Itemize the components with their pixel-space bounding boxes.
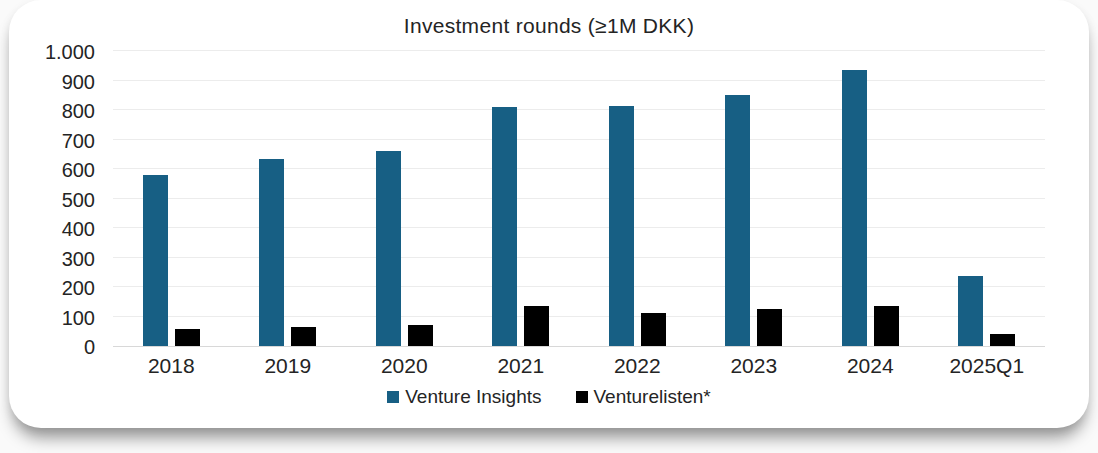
y-tick-label: 100 <box>62 306 95 330</box>
venture-insights-bar <box>492 107 517 346</box>
x-tick-label: 2025Q1 <box>929 353 1046 379</box>
y-tick-label: 700 <box>62 129 95 153</box>
x-tick-label: 2021 <box>463 353 580 379</box>
x-tick-label: 2019 <box>230 353 347 379</box>
venturelisten-bar <box>641 313 666 346</box>
venturelisten-bar <box>291 327 316 347</box>
bar-group <box>346 52 463 346</box>
venturelisten-bar <box>757 309 782 346</box>
y-tick-label: 0 <box>84 335 95 359</box>
venturelisten-bar <box>408 325 433 346</box>
legend-swatch <box>576 391 588 403</box>
chart-card: Investment rounds (≥1M DKK) 0 100 200 300 40… <box>9 0 1089 428</box>
legend-label: Venture Insights <box>405 386 541 408</box>
venture-insights-bar <box>609 106 634 346</box>
bar-group <box>230 52 347 346</box>
gridline <box>113 50 1045 51</box>
bar-group <box>579 52 696 346</box>
y-tick-label: 1.000 <box>45 40 95 64</box>
x-tick-label: 2018 <box>113 353 230 379</box>
venturelisten-bar <box>874 306 899 346</box>
legend-label: Venturelisten* <box>594 386 711 408</box>
chart-title: Investment rounds (≥1M DKK) <box>9 14 1089 38</box>
x-tick-label: 2020 <box>346 353 463 379</box>
bar-groups <box>113 52 1045 346</box>
x-axis: 20182019202020212022202320242025Q1 <box>113 353 1045 379</box>
venture-insights-bar <box>376 151 401 346</box>
venturelisten-bar <box>524 306 549 346</box>
bar-group <box>463 52 580 346</box>
y-tick-label: 900 <box>62 70 95 94</box>
x-tick-label: 2023 <box>696 353 813 379</box>
page: Investment rounds (≥1M DKK) 0 100 200 300 40… <box>0 0 1098 453</box>
x-tick-label: 2024 <box>812 353 929 379</box>
legend-item: Venture Insights <box>387 386 541 408</box>
y-tick-label: 500 <box>62 188 95 212</box>
legend-item: Venturelisten* <box>576 386 711 408</box>
venture-insights-bar <box>143 175 168 346</box>
y-tick-label: 600 <box>62 158 95 182</box>
bar-group <box>113 52 230 346</box>
bar-group <box>696 52 813 346</box>
venturelisten-bar <box>990 334 1015 346</box>
legend-swatch <box>387 391 399 403</box>
plot-area <box>113 52 1045 347</box>
legend: Venture Insights Venturelisten* <box>9 386 1089 408</box>
y-tick-label: 800 <box>62 99 95 123</box>
y-tick-label: 400 <box>62 217 95 241</box>
venture-insights-bar <box>842 70 867 346</box>
venture-insights-bar <box>725 95 750 346</box>
y-axis: 01002003004005006007008009001.000 <box>9 52 105 347</box>
bar-group <box>929 52 1046 346</box>
y-tick-label: 200 <box>62 276 95 300</box>
y-tick-label: 300 <box>62 247 95 271</box>
bar-group <box>812 52 929 346</box>
venture-insights-bar <box>958 276 983 346</box>
x-tick-label: 2022 <box>579 353 696 379</box>
venture-insights-bar <box>259 159 284 346</box>
venturelisten-bar <box>175 329 200 346</box>
